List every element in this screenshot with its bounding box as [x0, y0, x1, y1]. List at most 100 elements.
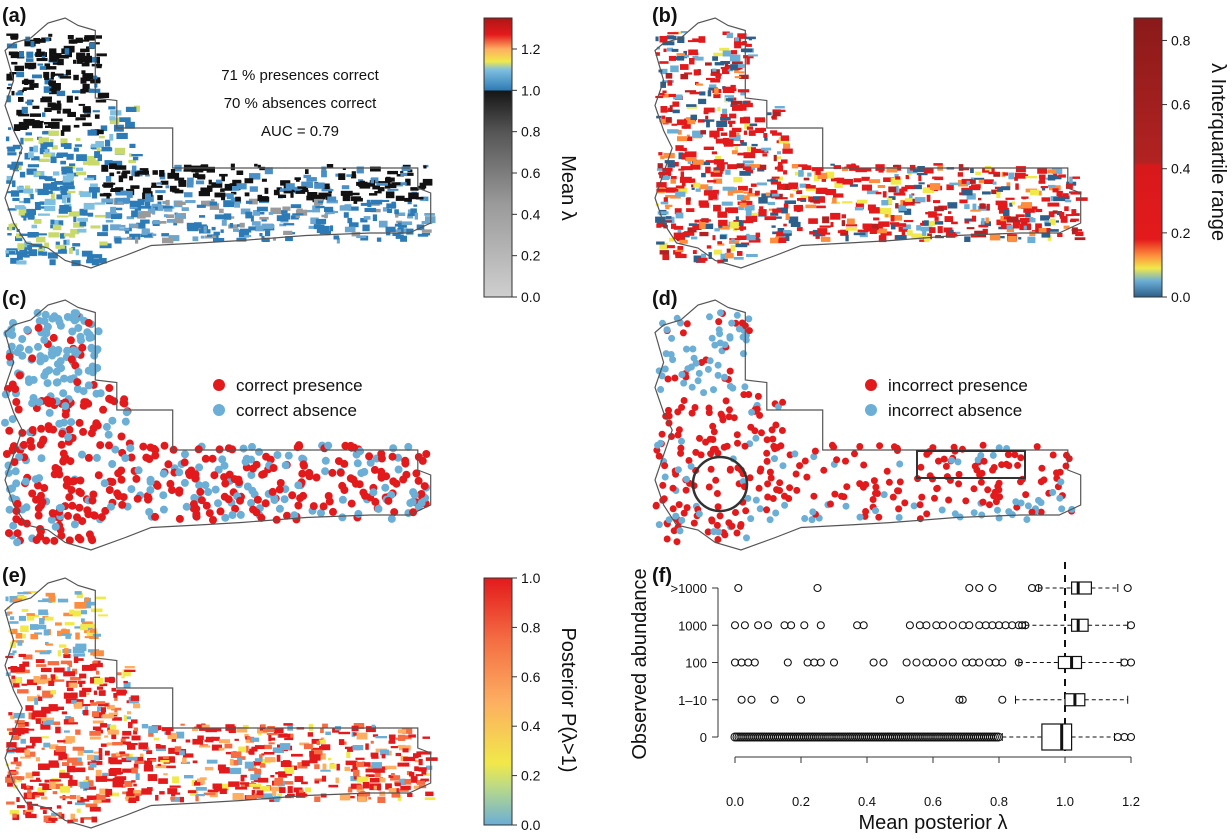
- map-c-point: [369, 488, 378, 497]
- map-e-cell: [169, 785, 181, 788]
- map-b-cell: [922, 230, 927, 236]
- map-a-cell: [394, 223, 402, 227]
- map-a-cell: [61, 197, 67, 204]
- plot-f-x-tick-label: 1.0: [1056, 794, 1074, 809]
- map-b-cell: [673, 94, 683, 100]
- map-b-cell: [657, 163, 663, 171]
- map-e-cell: [37, 787, 47, 793]
- map-b-cell: [1021, 202, 1032, 209]
- map-d-point: [678, 516, 686, 524]
- map-a-cell: [165, 199, 170, 206]
- map-e-cell: [328, 784, 339, 788]
- map-e-cell: [279, 787, 286, 793]
- map-b-cell: [789, 193, 794, 198]
- map-a-cell: [135, 236, 139, 244]
- map-b-cell: [783, 223, 787, 227]
- map-b-cell: [770, 130, 778, 134]
- map-a-cell: [283, 230, 293, 235]
- map-a-cell: [17, 251, 29, 255]
- map-e-cell: [10, 666, 18, 673]
- map-b-cell: [796, 227, 803, 232]
- map-a-cell: [66, 95, 73, 103]
- map-b-cell: [749, 123, 758, 127]
- map-c-point: [414, 476, 423, 485]
- map-a-cell: [105, 219, 114, 223]
- map-d-point: [730, 414, 738, 422]
- map-a-cell: [19, 51, 24, 58]
- map-b-cell: [730, 100, 743, 105]
- map-b-cell: [722, 258, 728, 262]
- map-a-cell: [14, 65, 24, 71]
- map-c-point: [360, 467, 369, 476]
- map-e-cell: [80, 624, 88, 631]
- map-b-cell: [737, 152, 748, 156]
- map-d-point: [726, 382, 734, 390]
- map-a-cell: [199, 170, 204, 173]
- map-e-cell: [124, 666, 135, 669]
- map-e-cell: [131, 735, 141, 741]
- map-b-cell: [698, 36, 706, 43]
- plot-f-outlier: [853, 621, 862, 630]
- map-a-cell: [256, 206, 268, 212]
- legend-c-absence-label: correct absence: [236, 401, 357, 420]
- map-e-cell: [147, 774, 158, 781]
- map-c-point: [28, 399, 37, 408]
- map-e-cell: [133, 730, 138, 735]
- map-b-cell: [717, 106, 721, 112]
- map-d-point: [955, 480, 963, 488]
- map-c-point: [249, 505, 258, 514]
- map-b-cell: [749, 164, 761, 168]
- map-a-cell: [186, 180, 194, 188]
- map-d-point: [674, 431, 682, 439]
- map-e-cell: [123, 680, 128, 684]
- map-a-cell: [63, 239, 67, 245]
- map-b-cell: [964, 218, 976, 222]
- plot-f-outlier: [737, 658, 746, 667]
- map-b-cell: [696, 83, 703, 86]
- map-e-cell: [24, 749, 30, 756]
- map-a-cell: [62, 180, 74, 186]
- map-d-point: [896, 478, 904, 486]
- map-b-cell: [662, 41, 675, 46]
- map-e-cell: [171, 793, 176, 797]
- map-b-cell: [899, 188, 905, 195]
- map-b-cell: [957, 172, 963, 177]
- map-b-cell: [731, 127, 742, 133]
- map-e-cell: [122, 791, 130, 795]
- map-c-point: [76, 535, 85, 544]
- map-e-cell: [130, 794, 138, 800]
- map-a-cell: [347, 217, 353, 224]
- map-d-point: [843, 483, 851, 491]
- map-a-cell: [155, 190, 166, 194]
- map-e-cell: [109, 792, 119, 797]
- map-a-cell: [303, 174, 312, 179]
- map-c-point: [418, 456, 427, 465]
- map-b-cell: [1038, 228, 1047, 233]
- map-c-point: [361, 491, 369, 500]
- map-b-cell: [971, 215, 977, 222]
- map-e-cell: [47, 678, 52, 682]
- map-a-cell: [376, 237, 382, 242]
- map-d-point: [869, 496, 877, 503]
- map-e-cell: [65, 635, 71, 639]
- map-b-cell: [724, 66, 731, 69]
- map-b-cell: [742, 101, 748, 104]
- map-a-cell: [50, 186, 60, 191]
- map-e-cell: [74, 802, 86, 806]
- map-e-cell: [133, 783, 137, 787]
- map-c-point: [89, 424, 98, 433]
- map-d-point: [715, 326, 723, 334]
- map-b-cell: [675, 191, 686, 197]
- map-c-point: [55, 419, 64, 428]
- map-b-cell: [751, 143, 758, 147]
- map-a-cell: [175, 201, 186, 205]
- map-b-cell: [702, 223, 714, 229]
- map-e-cell: [397, 794, 402, 801]
- map-e-cell: [261, 793, 274, 800]
- map-a-cell: [129, 206, 138, 209]
- map-e-cell: [19, 664, 26, 671]
- map-b-cell: [676, 53, 685, 56]
- map-a-cell: [295, 209, 308, 216]
- map-b-cell: [964, 204, 970, 210]
- map-e-cell: [53, 667, 65, 673]
